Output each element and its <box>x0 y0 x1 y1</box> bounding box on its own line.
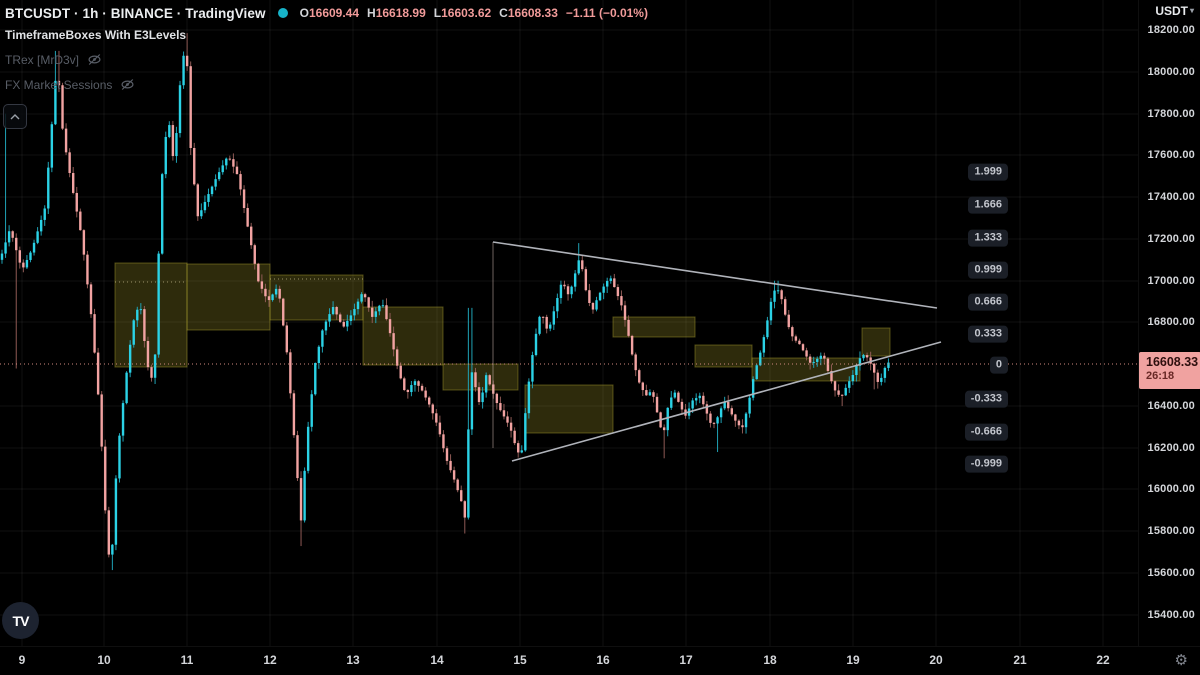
level-label: -0.999 <box>964 455 1008 473</box>
currency-selector[interactable]: USDT ▾ <box>1155 4 1194 18</box>
indicator-row-trex[interactable]: TRex [MrD3v] <box>5 47 648 72</box>
price-tick: 18200.00 <box>1147 24 1195 36</box>
price-tick: 16000.00 <box>1147 483 1195 495</box>
level-label: 1.999 <box>968 163 1008 181</box>
price-tick: 16800.00 <box>1147 316 1195 328</box>
indicator-label[interactable]: FX Market Sessions <box>5 77 113 92</box>
status-dot-icon <box>277 8 288 18</box>
price-tick: 16400.00 <box>1147 400 1195 412</box>
level-label: 0.666 <box>968 293 1008 311</box>
level-label: 1.333 <box>968 229 1008 247</box>
low-value: 16603.62 <box>441 6 492 20</box>
ohlc-values: O16609.44 H16618.99 L16603.62 C16608.33 … <box>300 6 648 20</box>
timeframe-boxes-layer <box>114 262 891 434</box>
close-value: 16608.33 <box>507 6 558 20</box>
price-tick: 17000.00 <box>1147 275 1195 287</box>
time-tick: 14 <box>430 653 444 667</box>
time-tick: 22 <box>1096 653 1110 667</box>
price-tick: 15400.00 <box>1147 609 1195 621</box>
last-price-value: 16608.33 <box>1146 355 1199 369</box>
symbol-row[interactable]: BTCUSDT · 1h · BINANCE · TradingView O16… <box>5 4 648 22</box>
time-tick: 21 <box>1013 653 1027 667</box>
candlestick-chart[interactable] <box>0 0 1138 646</box>
time-tick: 10 <box>97 653 111 667</box>
price-tick: 17800.00 <box>1147 108 1195 120</box>
symbol-title[interactable]: BTCUSDT · 1h · BINANCE · TradingView <box>5 5 266 21</box>
grid-layer <box>0 0 1138 646</box>
price-tick: 18000.00 <box>1147 66 1195 78</box>
open-value: 16609.44 <box>308 6 360 20</box>
level-label: -0.666 <box>964 423 1008 441</box>
time-tick: 17 <box>679 653 693 667</box>
price-tick: 17200.00 <box>1147 233 1195 245</box>
time-tick: 11 <box>180 653 194 667</box>
time-tick: 12 <box>263 653 277 667</box>
level-label: 1.666 <box>968 196 1008 214</box>
open-label: O <box>299 6 309 20</box>
price-tick: 16200.00 <box>1147 442 1195 454</box>
chevron-down-icon: ▾ <box>1189 6 1194 15</box>
time-tick: 9 <box>18 653 26 667</box>
time-tick: 19 <box>846 653 860 667</box>
price-tick: 17600.00 <box>1147 149 1195 161</box>
level-label: -0.333 <box>964 390 1008 408</box>
level-label: 0.333 <box>968 325 1008 343</box>
tradingview-logo[interactable]: TV <box>2 602 39 639</box>
trendlines-layer <box>492 241 942 462</box>
change-value: −1.11 (−0.01%) <box>565 6 648 20</box>
chart-legend: BTCUSDT · 1h · BINANCE · TradingView O16… <box>5 4 648 97</box>
indicator-row-fx-sessions[interactable]: FX Market Sessions <box>5 72 648 97</box>
visibility-off-icon[interactable] <box>87 53 102 66</box>
time-axis[interactable]: 9 10 11 12 13 14 15 16 17 18 19 20 21 22 ⚙ <box>0 646 1200 675</box>
tradingview-logo-text: TV <box>12 612 30 629</box>
level-label: 0.999 <box>968 261 1008 279</box>
high-value: 16618.99 <box>375 6 426 20</box>
time-tick: 16 <box>596 653 610 667</box>
low-label: L <box>433 6 442 20</box>
chevron-up-icon <box>10 113 20 119</box>
price-axis[interactable]: USDT ▾ 18200.00 18000.00 17800.00 17600.00 17… <box>1138 0 1200 646</box>
indicator-label[interactable]: TimeframeBoxes With E3Levels <box>5 27 187 42</box>
close-label: C <box>499 6 508 20</box>
level-label: 0 <box>989 356 1008 374</box>
triangle-lower[interactable] <box>511 341 942 462</box>
price-tick: 15600.00 <box>1147 567 1195 579</box>
last-price-label: 16608.33 26:18 <box>1139 352 1200 389</box>
price-tick: 15800.00 <box>1147 525 1195 537</box>
time-tick: 15 <box>513 653 527 667</box>
visibility-off-icon[interactable] <box>120 78 135 91</box>
gear-icon[interactable]: ⚙ <box>1174 652 1188 669</box>
time-tick: 20 <box>929 653 943 667</box>
indicator-row-timeframeboxes[interactable]: TimeframeBoxes With E3Levels <box>5 22 648 47</box>
bar-countdown: 26:18 <box>1146 370 1175 382</box>
triangle-upper[interactable] <box>492 241 938 309</box>
time-tick: 13 <box>346 653 360 667</box>
high-label: H <box>367 6 376 20</box>
price-tick: 17400.00 <box>1147 191 1195 203</box>
time-tick: 18 <box>763 653 777 667</box>
indicator-label[interactable]: TRex [MrD3v] <box>5 52 80 67</box>
collapse-legend-button[interactable] <box>3 104 27 129</box>
